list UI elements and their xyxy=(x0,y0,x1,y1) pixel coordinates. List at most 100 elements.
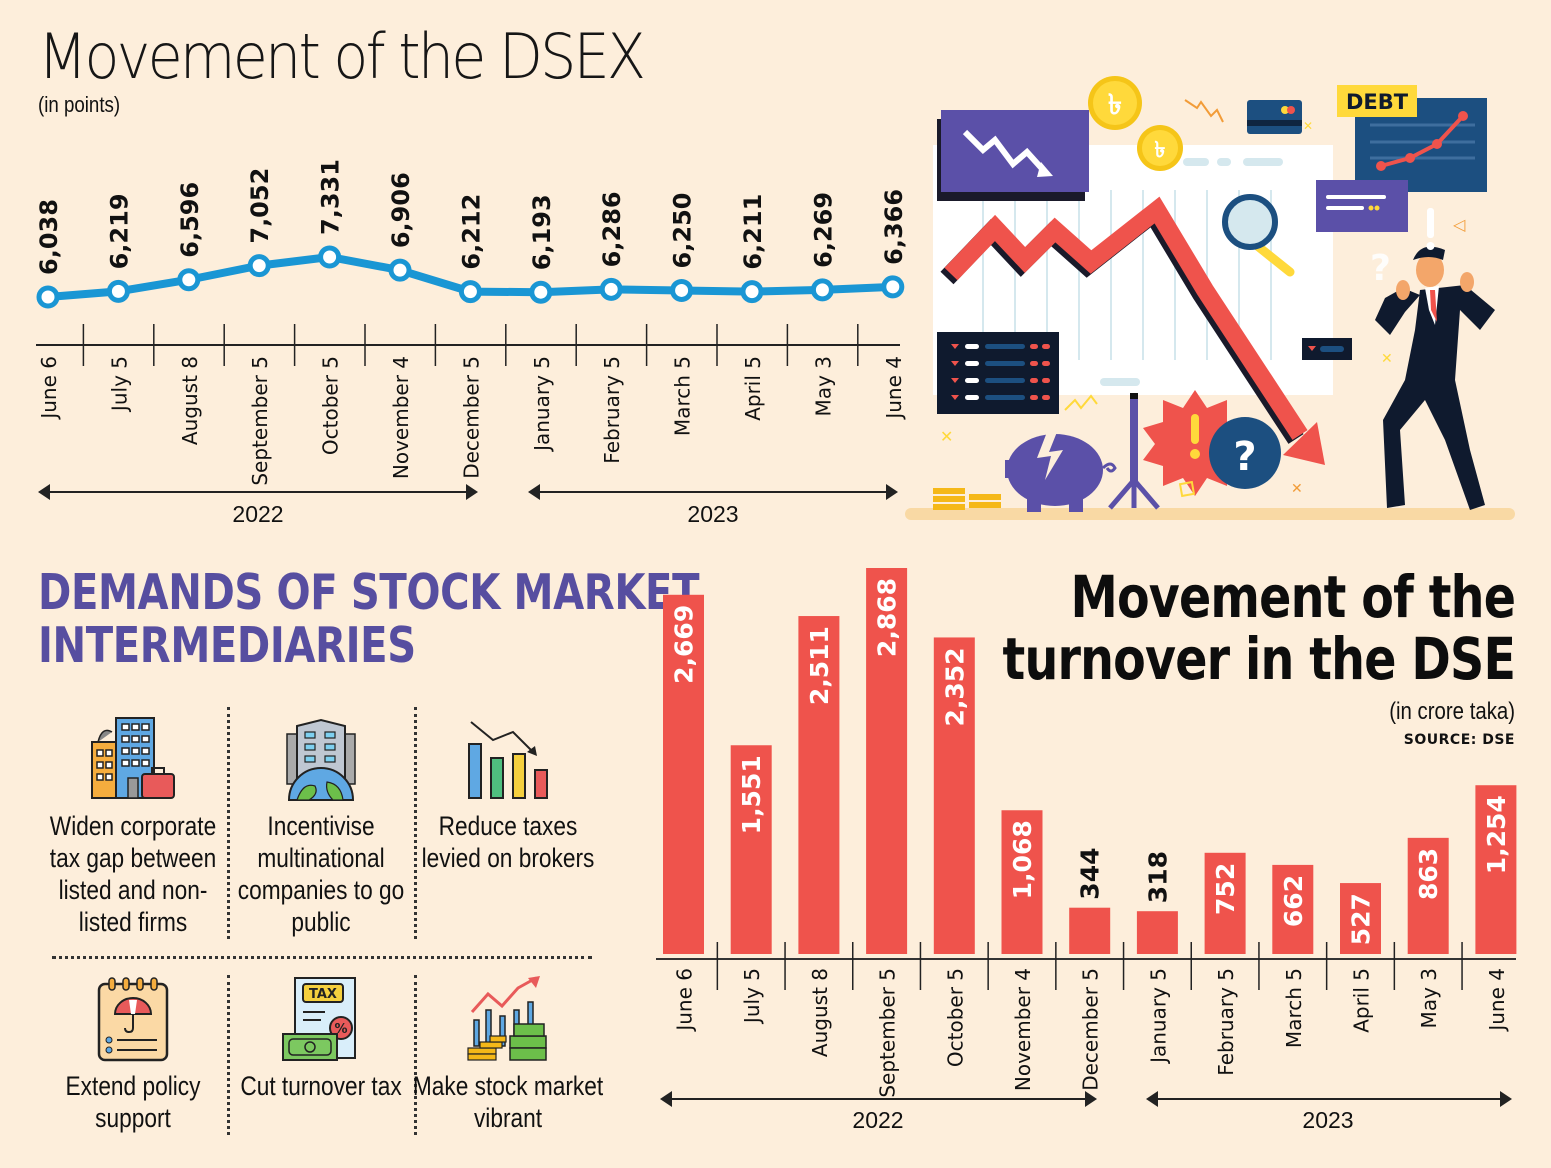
dsex-data-point xyxy=(247,254,271,278)
tax-document-icon: TAX % xyxy=(282,977,356,1061)
turnover-x-label: August 8 xyxy=(808,968,832,1057)
arrow-right-icon xyxy=(1085,1091,1097,1107)
debt-chart-card: DEBT xyxy=(1337,85,1487,192)
turnover-x-label: February 5 xyxy=(1214,968,1238,1076)
dsex-data-point xyxy=(177,268,201,292)
dsex-data-point xyxy=(388,258,412,282)
dsex-data-point xyxy=(106,279,130,303)
year-label: 2022 xyxy=(232,501,283,527)
turnover-x-label: March 5 xyxy=(1282,968,1306,1048)
ground-strip xyxy=(905,508,1515,520)
dsex-x-label: June 4 xyxy=(882,356,906,421)
rising-market-money-icon xyxy=(467,976,547,1061)
divider xyxy=(227,707,230,939)
arrow-right-icon xyxy=(886,484,898,500)
arrow-left-icon xyxy=(528,484,540,500)
demand-item: Reduce taxes levied on brokers xyxy=(413,716,603,874)
turnover-x-label: July 5 xyxy=(740,968,764,1025)
turnover-bar xyxy=(1069,907,1111,954)
debt-label: DEBT xyxy=(1346,90,1409,114)
turnover-title-line2: turnover in the DSE xyxy=(1002,625,1515,693)
turnover-x-label: December 5 xyxy=(1079,968,1103,1091)
turnover-chart-subtitle: (in crore taka) xyxy=(1389,698,1515,725)
turnover-value-label: 1,068 xyxy=(1008,820,1037,899)
svg-text:✕: ✕ xyxy=(1303,119,1313,133)
demand-label: Incentivise multinational companies to g… xyxy=(237,811,405,937)
dsex-value-label: 6,596 xyxy=(176,182,204,258)
demand-label: Make stock market vibrant xyxy=(412,1071,604,1133)
dsex-data-point xyxy=(881,275,905,299)
dsex-data-point xyxy=(670,278,694,302)
turnover-value-label: 863 xyxy=(1414,848,1443,900)
coin-stacks-icon xyxy=(933,488,1001,510)
dsex-data-point xyxy=(458,280,482,304)
demand-label: Cut turnover tax xyxy=(240,1071,402,1101)
svg-text:?: ? xyxy=(1233,434,1256,480)
turnover-bar xyxy=(1204,852,1246,954)
data-panel xyxy=(937,332,1059,414)
divider xyxy=(52,956,592,959)
dsex-data-point xyxy=(318,245,342,269)
demand-label: Reduce taxes levied on brokers xyxy=(421,811,595,873)
turnover-bar xyxy=(1407,837,1449,954)
dsex-chart-subtitle: (in points) xyxy=(38,92,121,117)
turnover-value-label: 2,511 xyxy=(805,626,834,705)
dsex-value-label: 6,193 xyxy=(528,194,556,270)
turnover-bar xyxy=(1272,864,1314,954)
dsex-value-label: 6,038 xyxy=(35,199,63,275)
corporate-buildings-icon xyxy=(91,717,175,799)
arrow-left-icon xyxy=(38,484,50,500)
dsex-x-label: July 5 xyxy=(107,356,131,413)
year-label: 2023 xyxy=(1302,1107,1353,1133)
dsex-value-label: 6,366 xyxy=(880,189,908,265)
dsex-data-point xyxy=(599,277,623,301)
dsex-data-point xyxy=(529,280,553,304)
crash-arrow-icon xyxy=(940,196,1325,465)
demands-heading-line2: INTERMEDIARIES xyxy=(38,617,416,674)
turnover-bar xyxy=(1475,785,1517,954)
dsex-value-label: 6,286 xyxy=(598,191,626,267)
dsex-x-label: November 4 xyxy=(389,356,413,479)
magnifier-icon xyxy=(1222,194,1295,277)
taka-coin-icon: ৳ xyxy=(1137,125,1183,171)
dsex-x-label: February 5 xyxy=(600,356,624,464)
dsex-value-label: 7,052 xyxy=(246,168,274,244)
turnover-bar xyxy=(866,568,908,954)
turnover-x-label: June 6 xyxy=(673,968,697,1033)
dsex-data-point xyxy=(36,285,60,309)
dsex-x-label: October 5 xyxy=(319,356,343,455)
turnover-value-label: 1,254 xyxy=(1482,795,1511,874)
demand-item: Extend policy support xyxy=(38,976,228,1134)
dsex-value-label: 6,211 xyxy=(739,194,767,270)
dsex-value-label: 6,212 xyxy=(457,194,485,270)
arrow-right-icon xyxy=(466,484,478,500)
turnover-bar xyxy=(1001,810,1043,954)
arrow-left-icon xyxy=(660,1091,672,1107)
svg-text:TAX: TAX xyxy=(309,987,337,1002)
svg-text:?: ? xyxy=(1370,248,1391,289)
dsex-chart-title: Movement of the DSEX xyxy=(38,20,646,93)
dsex-x-label: January 5 xyxy=(530,356,554,453)
demands-heading: DEMANDS OF STOCK MARKET INTERMEDIARIES xyxy=(38,566,699,674)
divider xyxy=(414,975,417,1135)
demand-item: Incentivise multinational companies to g… xyxy=(226,716,416,938)
turnover-bar xyxy=(798,616,840,954)
turnover-x-label: September 5 xyxy=(876,968,900,1098)
dsex-x-label: June 6 xyxy=(37,356,61,421)
turnover-bar xyxy=(933,637,975,954)
turnover-value-label: 344 xyxy=(1076,848,1105,900)
turnover-chart-title: Movement of the turnover in the DSE xyxy=(1002,566,1515,690)
downtrend-arrow-icon xyxy=(962,129,1048,175)
svg-text:✕: ✕ xyxy=(940,427,953,446)
divider xyxy=(227,975,230,1135)
svg-text:◁: ◁ xyxy=(1452,215,1466,234)
turnover-x-label: November 4 xyxy=(1011,968,1035,1091)
demand-item: Make stock market vibrant xyxy=(413,976,603,1134)
turnover-value-label: 2,868 xyxy=(873,578,902,657)
demand-label: Extend policy support xyxy=(65,1071,201,1133)
turnover-x-label: October 5 xyxy=(943,968,967,1067)
worried-businessman: ? xyxy=(1370,208,1495,510)
downtrend-card xyxy=(941,110,1089,192)
taka-coin-icon: ৳ xyxy=(1088,76,1142,130)
svg-text:৳: ৳ xyxy=(1155,138,1166,163)
